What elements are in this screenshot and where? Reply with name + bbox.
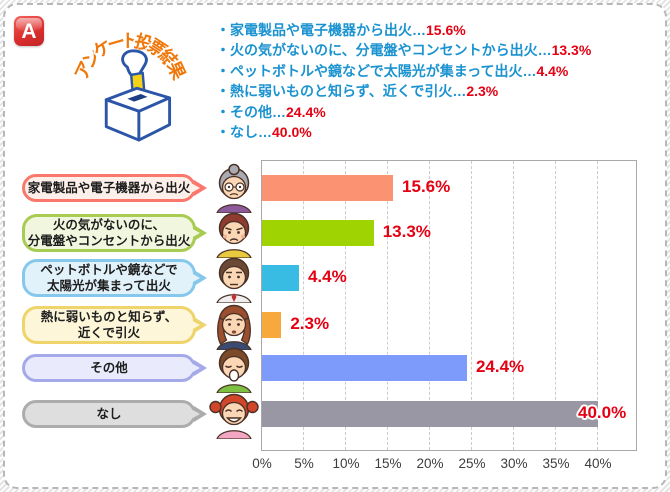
legend-bullet: ・ [216,83,230,100]
gridline [597,161,598,450]
axis-tick-label: 40% [584,456,612,471]
bubble-text-line: 家電製品や電子機器から出火 [27,180,191,195]
legend-label: その他 [230,103,272,120]
gridline [513,161,514,450]
bubble-text-line: 近くで引火 [77,326,141,340]
legend-separator: … [452,83,467,100]
bubble-text-line: ペットボトルや鏡などで [40,262,178,277]
gridline [471,161,472,450]
legend-bullet: ・ [216,42,230,59]
avatar-elderly-woman [209,163,259,214]
legend-label: 熱に弱いものと知らず、近くで引火 [230,83,453,100]
title-char: ト [121,31,139,51]
label-bubble: 熱に弱いものと知らず、 近くで引火 [22,306,207,344]
legend-item: ・家電製品や電子機器から出火…15.6% [216,20,591,40]
bubble-text-line: 太陽光が集まって出火 [47,279,171,293]
bar-value-label: 4.4% [307,267,347,286]
bar-value-label: 2.3% [290,314,330,333]
legend-separator: … [522,62,537,79]
answer-badge-letter: A [21,19,37,43]
legend-item: ・火の気がないのに、分電盤やコンセントから出火…13.3% [216,40,591,60]
avatar-worried-woman [209,300,259,351]
bar [262,401,598,427]
legend-label: ペットボトルや鏡などで太陽光が集まって出火 [230,62,523,79]
bar [262,312,282,338]
bar-value-label: 13.3% [382,222,431,241]
legend-separator: … [537,42,552,59]
bar [262,220,374,246]
bar-value-label: 40.0% [578,403,627,422]
plot-area [261,160,637,451]
axis-tick-label: 0% [252,456,272,471]
legend-separator: … [258,124,272,141]
bubble-text-line: 火の気がないのに、 [52,217,166,232]
legend-item: ・その他…24.4% [216,102,591,122]
label-bubble: ペットボトルや鏡などで 太陽光が集まって出火 [22,259,207,297]
axis-tick-label: 35% [542,456,570,471]
legend-item: ・なし…40.0% [216,122,591,142]
legend-bullet: ・ [216,103,230,120]
gridline [303,161,304,450]
bar-value-label: 24.4% [475,357,525,376]
bar [262,265,299,291]
legend-item: ・熱に弱いものと知らず、近くで引火…2.3% [216,81,591,101]
legend-label: なし [230,124,258,141]
gridline [345,161,346,450]
bubble-text-line: その他 [90,360,128,375]
axis-tick-label: 10% [332,456,360,471]
bubble-text-line: 分電盤やコンセントから出火 [27,234,191,248]
label-bubble: その他 [22,354,207,382]
legend-value: 13.3% [551,42,592,59]
label-bubble: なし [22,400,207,428]
legend-label: 家電製品や電子機器から出火 [230,22,412,38]
avatar-middle-aged-man [209,253,259,304]
legend-separator: … [412,22,426,38]
legend-value: 40.0% [272,124,312,141]
avatar-laughing-girl [209,389,259,440]
avatar-yawning-boy [209,343,259,394]
axis-tick-label: 20% [416,456,444,471]
bar [262,355,467,381]
legend-value: 4.4% [536,62,569,79]
legend-bullet: ・ [216,124,230,141]
legend-value: 15.6% [426,22,466,38]
legend-label: 火の気がないのに、分電盤やコンセントから出火 [230,42,538,59]
bubble-text-line: 熱に弱いものと知らず、 [40,309,178,324]
legend-bullet: ・ [216,62,230,79]
axis-tick-label: 25% [458,456,486,471]
gridline [387,161,388,450]
gridline [429,161,430,450]
legend-value: 24.4% [286,103,326,120]
gridline [555,161,556,450]
bar [262,175,394,201]
legend-item: ・ペットボトルや鏡などで太陽光が集まって出火…4.4% [216,61,591,81]
ballot-box-icon [104,49,172,142]
avatar-angry-woman [209,208,259,259]
legend: ・家電製品や電子機器から出火…15.6% ・火の気がないのに、分電盤やコンセントか… [216,20,591,142]
bar-value-label: 15.6% [402,177,451,196]
legend-value: 2.3% [466,83,499,100]
axis-tick-label: 5% [294,456,314,471]
label-bubble: 火の気がないのに、分電盤やコンセントから出火 [22,214,207,252]
answer-badge: A [14,16,44,46]
legend-separator: … [272,103,286,120]
axis-tick-label: 15% [374,456,402,471]
legend-bullet: ・ [216,22,230,38]
bubble-text-line: なし [96,406,122,421]
label-bubble: 家電製品や電子機器から出火 [22,174,207,202]
axis-tick-label: 30% [500,456,528,471]
